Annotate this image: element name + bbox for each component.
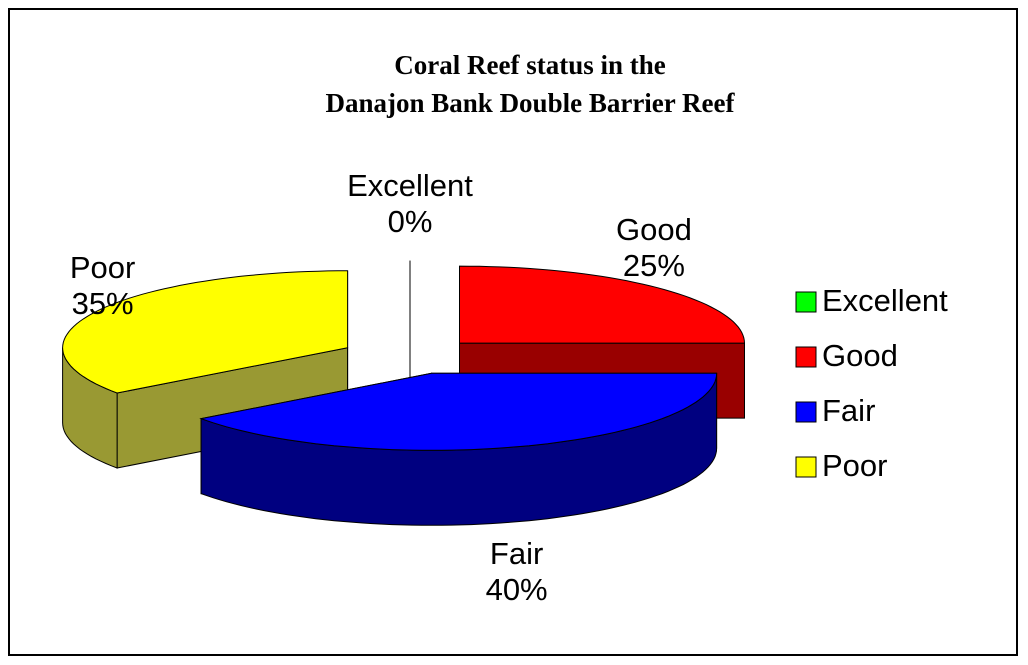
slice-top <box>459 265 746 344</box>
legend-swatch <box>795 291 817 313</box>
data-label-value: 40% <box>486 572 548 607</box>
legend-label: Excellent <box>822 283 948 318</box>
legend-swatch <box>795 401 817 423</box>
data-label-name: Fair <box>490 536 543 571</box>
chart-title: Danajon Bank Double Barrier Reef <box>326 88 736 118</box>
data-label-name: Good <box>616 212 692 247</box>
data-label-value: 0% <box>388 204 433 239</box>
legend-swatch <box>795 346 817 368</box>
data-label-value: 25% <box>623 248 685 283</box>
data-label-name: Excellent <box>347 168 473 203</box>
slice-top <box>199 372 718 451</box>
legend-label: Poor <box>822 448 887 483</box>
slice <box>199 372 718 526</box>
slice-top <box>62 270 349 394</box>
chart-title: Coral Reef status in the <box>394 50 665 80</box>
legend-label: Fair <box>822 393 875 428</box>
slice <box>62 270 349 469</box>
data-label-value: 35% <box>72 286 134 321</box>
data-label-name: Poor <box>70 250 135 285</box>
legend-swatch <box>795 456 817 478</box>
legend-label: Good <box>822 338 898 373</box>
